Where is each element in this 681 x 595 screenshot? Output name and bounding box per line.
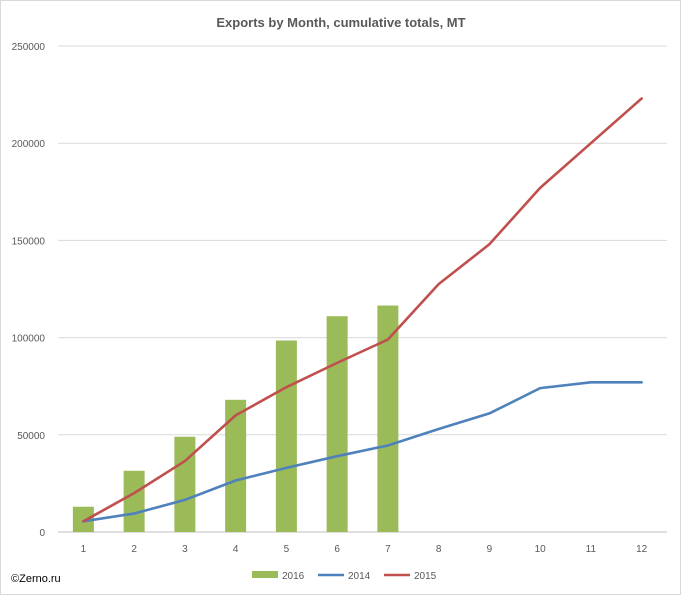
x-tick-label: 5 bbox=[284, 544, 290, 555]
y-tick-label: 200000 bbox=[12, 139, 46, 150]
x-tick-label: 4 bbox=[233, 544, 239, 555]
bar-2016 bbox=[377, 305, 399, 532]
legend-label-2014: 2014 bbox=[348, 571, 371, 582]
y-tick-label: 100000 bbox=[12, 334, 46, 345]
bar-2016 bbox=[326, 316, 348, 532]
bar-2016 bbox=[123, 470, 145, 532]
legend: 2016 2014 2015 bbox=[252, 571, 437, 582]
y-tick-label: 0 bbox=[39, 528, 45, 539]
y-tick-label: 50000 bbox=[17, 431, 45, 442]
x-tick-label: 11 bbox=[586, 544, 597, 555]
x-tick-label: 9 bbox=[487, 544, 493, 555]
y-axis-ticks: 0 50000 100000 150000 200000 250000 bbox=[12, 42, 46, 539]
line-2015 bbox=[82, 97, 643, 523]
x-tick-label: 6 bbox=[334, 544, 340, 555]
legend-label-2016: 2016 bbox=[282, 571, 305, 582]
line-series bbox=[82, 97, 643, 523]
x-tick-label: 8 bbox=[436, 544, 442, 555]
copyright-text: ©Zerno.ru bbox=[11, 573, 61, 585]
bar-2016 bbox=[174, 436, 196, 532]
y-tick-label: 150000 bbox=[12, 236, 46, 247]
x-tick-label: 1 bbox=[81, 544, 87, 555]
x-axis-ticks: 1 2 3 4 5 6 7 8 9 10 11 12 bbox=[81, 544, 648, 555]
bar-2016 bbox=[275, 340, 297, 532]
x-tick-label: 7 bbox=[385, 544, 391, 555]
legend-label-2015: 2015 bbox=[414, 571, 437, 582]
y-tick-label: 250000 bbox=[12, 42, 46, 53]
x-tick-label: 10 bbox=[535, 544, 547, 555]
legend-swatch-2016 bbox=[252, 571, 278, 578]
line-2014 bbox=[82, 381, 643, 523]
x-tick-label: 3 bbox=[182, 544, 188, 555]
bar-2016 bbox=[72, 506, 94, 532]
bar-2016 bbox=[225, 399, 247, 532]
x-tick-label: 12 bbox=[636, 544, 648, 555]
chart-title: Exports by Month, cumulative totals, MT bbox=[216, 15, 465, 30]
grid-lines bbox=[58, 45, 667, 533]
x-tick-label: 2 bbox=[131, 544, 137, 555]
bar-series-2016 bbox=[72, 305, 399, 532]
